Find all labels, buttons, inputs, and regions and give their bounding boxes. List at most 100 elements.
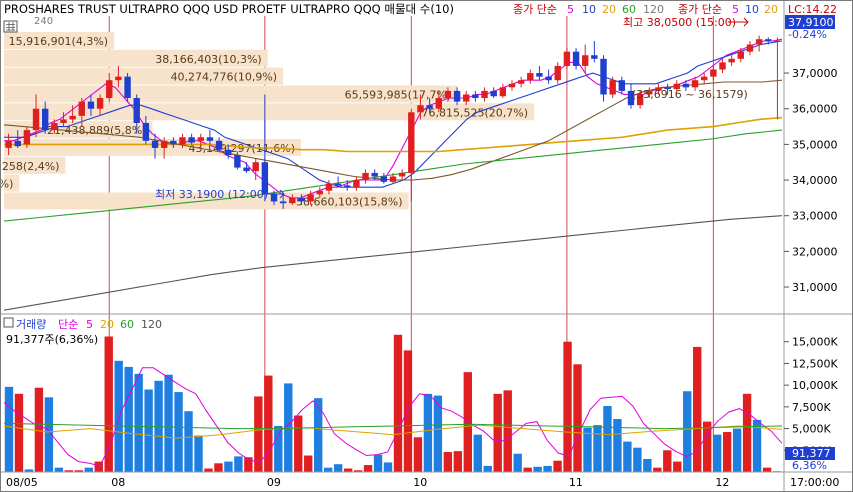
candle <box>463 90 470 106</box>
candlesticks <box>5 35 781 209</box>
candle <box>151 133 159 159</box>
ma-line-LT <box>3 215 783 311</box>
volume-bar <box>54 467 64 472</box>
candle-body <box>362 172 369 181</box>
volume-profile-label: 2,180,424(0,6%) <box>0 178 13 191</box>
candle <box>691 76 699 91</box>
volume-bar <box>373 454 383 472</box>
grid-toggle-icon[interactable] <box>3 20 18 33</box>
y-tick-label: 33,0000 <box>792 210 838 223</box>
candle <box>353 176 360 191</box>
candle-body <box>60 119 67 123</box>
candle-body <box>691 80 699 88</box>
candle-body <box>215 140 223 150</box>
volume-bar <box>234 456 243 472</box>
candle <box>582 44 589 74</box>
candle <box>398 169 406 181</box>
candle <box>334 176 342 188</box>
candle-body <box>344 185 351 188</box>
volume-y-tick-label: 10,000K <box>792 379 838 392</box>
candle-body <box>206 137 214 141</box>
x-tick-label: 08/05 <box>6 476 38 489</box>
candle-body <box>371 172 378 177</box>
volume-bar <box>174 392 183 472</box>
candle-body <box>106 80 113 99</box>
candle-body <box>234 155 241 168</box>
candle <box>636 90 644 109</box>
candle-body <box>142 122 150 141</box>
volume-bar <box>433 395 443 472</box>
volume-ma5-line <box>3 367 783 467</box>
volume-bar <box>84 467 93 472</box>
volume-bar <box>353 470 363 472</box>
candle-body <box>499 87 507 97</box>
candle-body <box>774 40 781 42</box>
volume-bar <box>752 419 762 472</box>
candle <box>225 144 232 159</box>
candle-body <box>591 55 598 59</box>
candle-body <box>746 44 754 52</box>
candle <box>344 180 351 191</box>
candle-body <box>243 167 250 172</box>
volume-bar <box>254 396 263 472</box>
x-tick-label: 11 <box>569 476 583 489</box>
candle <box>710 65 717 81</box>
volume-profile-bar <box>4 67 284 85</box>
candle <box>435 90 442 113</box>
candle <box>472 90 479 102</box>
candle <box>252 158 259 181</box>
volume-bar <box>722 432 732 472</box>
volume-profile-bar <box>4 174 20 192</box>
interval-label: 240 <box>34 16 53 27</box>
volume-bar <box>4 386 14 472</box>
volume-bar <box>732 428 742 472</box>
current-volume-pct: 6,36% <box>792 459 827 472</box>
volume-bar <box>663 450 672 472</box>
candle-body <box>252 162 259 172</box>
candle <box>426 98 433 113</box>
candle <box>32 94 40 138</box>
candle <box>536 65 543 81</box>
volume-legend-ma5: 5 <box>86 318 93 331</box>
candle <box>554 62 561 84</box>
volume-bar <box>34 387 44 472</box>
price-axis[interactable]: 37,0000 36,0000 35,0000 34,0000 33,0000 32,00… <box>784 67 838 294</box>
volume-bar <box>194 435 203 472</box>
x-tick-label: 10 <box>413 476 427 489</box>
candle <box>188 133 195 145</box>
candle <box>545 69 552 84</box>
candle-body <box>435 98 442 109</box>
candle <box>362 169 369 184</box>
candle <box>664 83 671 95</box>
candle <box>289 194 296 206</box>
y-tick-label: 35,0000 <box>792 138 838 151</box>
candle <box>655 83 662 95</box>
volume-bar <box>613 419 622 472</box>
price-legend-ma20-2: 20 <box>764 3 778 16</box>
candle-body <box>270 194 278 202</box>
candle-body <box>32 108 40 131</box>
candle-body <box>655 87 662 91</box>
candle <box>243 162 250 173</box>
candle-body <box>87 101 95 109</box>
ma-line-20 <box>4 116 783 153</box>
y-tick-label: 31,0000 <box>792 281 838 294</box>
candle <box>453 87 461 106</box>
volume-bar <box>323 467 333 472</box>
volume-bar <box>333 464 343 472</box>
volume-ma20-line <box>3 424 783 439</box>
volume-bar <box>543 465 552 472</box>
volume-bar <box>583 427 592 472</box>
volume-profile-bar <box>4 49 268 67</box>
candle-body <box>636 94 644 106</box>
candle-body <box>527 73 534 81</box>
grid-icon-lines <box>6 22 15 31</box>
x-tick-label: 08 <box>111 476 125 489</box>
candle <box>160 137 168 159</box>
candle <box>142 115 150 145</box>
volume-bar <box>284 383 293 472</box>
volume-profile-label: 76,815,525(20,7%) <box>421 106 528 119</box>
volume-legend-ma120: 120 <box>141 318 162 331</box>
volume-panel-icon[interactable] <box>3 317 14 328</box>
candle-body <box>490 90 497 97</box>
